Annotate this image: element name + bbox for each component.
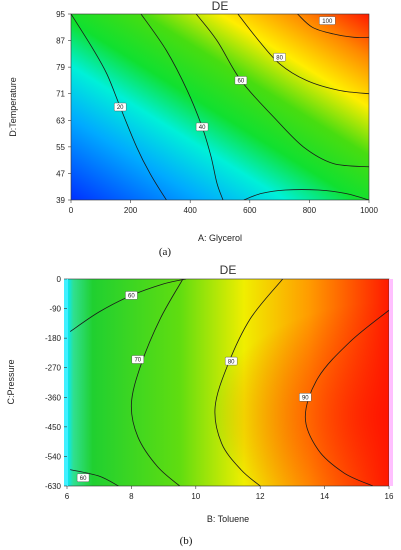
x-axis-ticks: 0 200 400 600 800 1000 [69, 200, 378, 215]
y-tick-label: -540 [45, 452, 62, 461]
y-tick-label: 55 [56, 143, 65, 152]
left-edge-band [64, 279, 68, 486]
contour-label: 40 [199, 125, 206, 131]
contour-label: 80 [276, 55, 283, 61]
y-tick-label: -360 [45, 393, 62, 402]
x-tick-label: 10 [191, 492, 200, 501]
contour-lines [71, 14, 369, 200]
panel-b: DE 60 70 80 90 60 6 8 10 12 14 16 0 -90 -180 -270 -36… [6, 263, 394, 547]
y-tick-label: 63 [56, 116, 65, 125]
contour-labels: 20 40 60 80 100 [113, 16, 336, 132]
contour-label-box [224, 356, 238, 366]
x-tick-label: 400 [184, 206, 198, 215]
contour-labels: 60 70 80 90 60 [76, 291, 312, 482]
x-axis-label: B: Toluene [207, 514, 249, 524]
chart-title: DE [220, 263, 237, 277]
contour-label: 60 [238, 79, 245, 85]
plot-area-hotspot [66, 278, 390, 487]
right-edge-band [389, 279, 393, 486]
contour-line [304, 309, 389, 486]
x-axis-ticks: 6 8 10 12 14 16 [65, 486, 394, 501]
x-tick-label: 200 [124, 206, 138, 215]
y-tick-label: 95 [56, 10, 65, 19]
y-tick-label: -270 [45, 364, 62, 373]
y-axis-label: D:Temperature [8, 77, 18, 137]
panel-a: DE 20 40 60 80 100 0 200 400 600 800 1000 39 47 55 6… [8, 0, 378, 258]
x-tick-label: 800 [303, 206, 317, 215]
x-tick-label: 600 [243, 206, 257, 215]
y-tick-label: 87 [56, 37, 65, 46]
contour-label: 70 [134, 358, 141, 364]
y-tick-label: 47 [56, 169, 65, 178]
contour-line [195, 14, 369, 168]
contour-label-box [76, 473, 90, 482]
y-tick-label: -450 [45, 423, 62, 432]
y-tick-label: -630 [45, 482, 62, 491]
contour-label: 20 [117, 105, 124, 111]
contour-label: 90 [302, 396, 309, 402]
contour-label-box [125, 291, 138, 300]
x-tick-label: 1000 [360, 206, 378, 215]
y-tick-label: -90 [49, 305, 61, 314]
contour-line [237, 14, 369, 95]
contour-line [214, 279, 284, 486]
contour-line [243, 189, 369, 200]
panel-label: (a) [159, 246, 172, 258]
contour-label-box [113, 102, 127, 112]
contour-label-box [195, 122, 209, 132]
contour-label-box [319, 16, 336, 25]
chart-title: DE [212, 0, 229, 13]
contour-label: 60 [128, 294, 135, 300]
panel-label: (b) [180, 535, 193, 547]
contour-line [130, 279, 184, 486]
x-tick-label: 16 [385, 492, 394, 501]
x-tick-label: 8 [129, 492, 134, 501]
contour-label-box [234, 76, 248, 85]
contour-label-box [299, 393, 312, 402]
contour-label-box [131, 355, 145, 364]
x-tick-label: 0 [69, 206, 74, 215]
y-tick-label: 39 [56, 196, 65, 205]
contour-line [297, 14, 369, 38]
contour-line [70, 469, 119, 486]
x-tick-label: 6 [65, 492, 70, 501]
y-axis-ticks: 0 -90 -180 -270 -360 -450 -540 -630 [45, 275, 67, 491]
contour-label: 100 [322, 19, 333, 25]
y-tick-label: 0 [57, 275, 62, 284]
y-tick-label: 79 [56, 63, 65, 72]
y-tick-label: 71 [56, 90, 65, 99]
contour-label: 60 [80, 476, 87, 482]
y-tick-label: -180 [45, 334, 62, 343]
x-axis-label: A: Glycerol [198, 233, 242, 243]
y-axis-ticks: 39 47 55 63 71 79 87 95 [56, 10, 71, 205]
contour-label-box [273, 53, 286, 62]
x-tick-label: 14 [320, 492, 329, 501]
x-tick-label: 12 [256, 492, 265, 501]
contour-label: 80 [228, 359, 235, 365]
y-axis-label: C:Pressure [6, 359, 16, 404]
